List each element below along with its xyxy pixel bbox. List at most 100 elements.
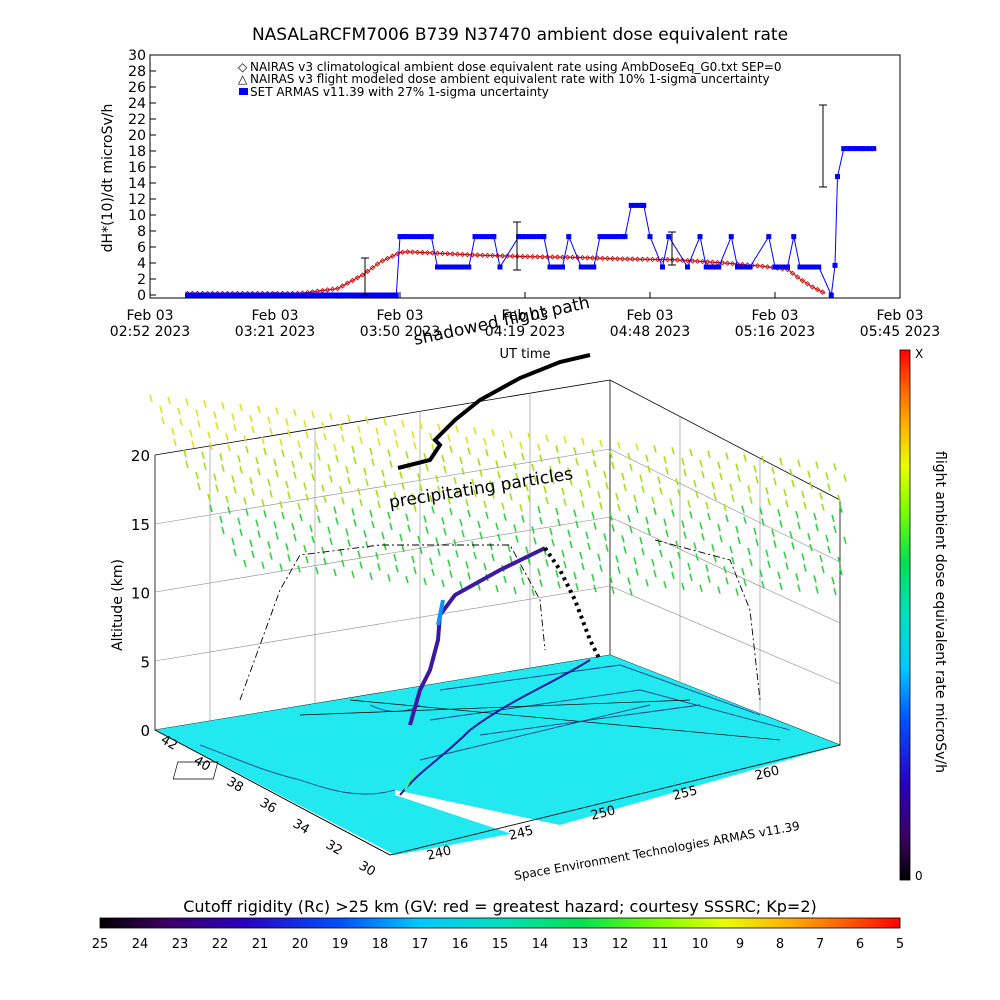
particle-mark xyxy=(513,586,517,595)
particle-mark xyxy=(233,548,237,557)
series-point-armas xyxy=(256,292,262,298)
particle-mark xyxy=(525,546,529,554)
particle-mark xyxy=(287,554,291,562)
series-point-nairas xyxy=(609,255,616,262)
series-point-armas xyxy=(487,234,493,240)
rigidity-colorbar-gradient xyxy=(99,917,901,929)
series-point-armas xyxy=(516,234,522,240)
series-point-nairas xyxy=(424,250,431,256)
particle-mark xyxy=(425,463,429,472)
particle-mark xyxy=(755,476,759,484)
series-point-armas xyxy=(728,234,734,240)
particle-mark xyxy=(633,557,637,565)
series-line-armas xyxy=(187,148,875,297)
series-point-armas xyxy=(321,292,327,298)
series-point-armas xyxy=(215,292,220,298)
lat-tick-label: 40 xyxy=(191,753,213,774)
particle-mark xyxy=(453,539,457,547)
particle-mark xyxy=(257,467,261,476)
particle-mark xyxy=(677,551,681,560)
particle-mark xyxy=(717,461,721,470)
particle-mark xyxy=(573,447,577,455)
particle-mark xyxy=(345,465,349,474)
particle-mark xyxy=(611,524,615,532)
rigidity-tick-label: 13 xyxy=(572,937,589,952)
particle-mark xyxy=(609,450,613,459)
series-point-armas xyxy=(533,234,539,240)
series-point-nairas xyxy=(454,251,461,257)
series-point-armas xyxy=(403,234,409,240)
particle-mark xyxy=(777,509,781,517)
particle-mark xyxy=(251,488,255,496)
particle-mark xyxy=(629,463,633,472)
particle-mark xyxy=(729,545,733,554)
particle-mark xyxy=(221,401,225,410)
particle-mark xyxy=(719,534,723,543)
series-point-armas xyxy=(428,234,434,240)
particle-mark xyxy=(467,447,471,455)
series-point-armas xyxy=(387,292,393,298)
particle-mark xyxy=(477,583,481,591)
particle-mark xyxy=(395,440,399,448)
legend: ◇ NAIRAS v3 climatological ambient dose … xyxy=(238,60,782,99)
particle-mark xyxy=(251,425,255,434)
x-tick-label: Feb 03 xyxy=(126,308,173,324)
particle-mark xyxy=(617,566,621,574)
series-point-nairas xyxy=(814,286,821,293)
y-tick-label: 0 xyxy=(137,288,146,304)
particle-mark xyxy=(803,501,807,510)
series-point-armas xyxy=(461,264,467,270)
series-point-armas xyxy=(276,292,282,298)
particle-mark xyxy=(701,470,705,479)
particle-mark xyxy=(765,487,769,495)
particle-mark xyxy=(773,477,777,486)
series-point-armas xyxy=(832,262,838,268)
particle-mark xyxy=(323,495,327,503)
particle-mark xyxy=(681,582,685,591)
series-point-armas xyxy=(810,264,815,270)
particle-mark xyxy=(269,552,273,560)
series-point-nairas xyxy=(664,256,671,263)
particle-mark xyxy=(279,500,283,509)
particle-mark xyxy=(621,472,625,481)
rigidity-tick-label: 17 xyxy=(412,937,429,952)
series-point-nairas xyxy=(384,255,391,262)
particle-mark xyxy=(473,427,477,435)
rigidity-tick-label: 19 xyxy=(332,937,349,952)
particle-mark xyxy=(437,548,441,556)
particle-mark xyxy=(689,511,693,519)
series-point-nairas xyxy=(539,254,546,260)
particle-mark xyxy=(749,558,753,567)
series-point-armas xyxy=(200,292,205,298)
particle-mark xyxy=(365,416,369,424)
particle-mark xyxy=(759,507,763,515)
particle-mark xyxy=(233,486,237,494)
particle-mark xyxy=(365,541,369,549)
particle-mark xyxy=(411,430,415,439)
particle-mark xyxy=(323,557,327,566)
series-point-armas xyxy=(418,234,424,240)
particle-mark xyxy=(495,522,499,531)
x-tick-label: Feb 03 xyxy=(626,308,673,324)
particle-mark xyxy=(507,544,511,553)
particle-mark xyxy=(683,468,687,477)
series-point-armas xyxy=(871,146,877,152)
particle-mark xyxy=(425,526,429,534)
series-point-armas xyxy=(851,146,857,152)
y-tick-label: 4 xyxy=(137,256,146,272)
particle-mark xyxy=(359,561,363,569)
particle-mark xyxy=(413,441,417,450)
particle-mark xyxy=(699,522,703,530)
series-point-nairas xyxy=(359,272,366,278)
series-point-armas xyxy=(188,292,194,298)
rigidity-tick-label: 6 xyxy=(856,937,864,952)
particle-mark xyxy=(323,432,327,441)
particle-mark xyxy=(447,496,451,505)
particle-mark xyxy=(767,498,771,506)
particle-mark xyxy=(509,555,513,564)
particle-mark xyxy=(249,414,253,423)
series-point-armas xyxy=(841,146,847,152)
particle-mark xyxy=(363,530,367,538)
particle-mark xyxy=(459,456,463,465)
particle-mark xyxy=(621,535,625,543)
